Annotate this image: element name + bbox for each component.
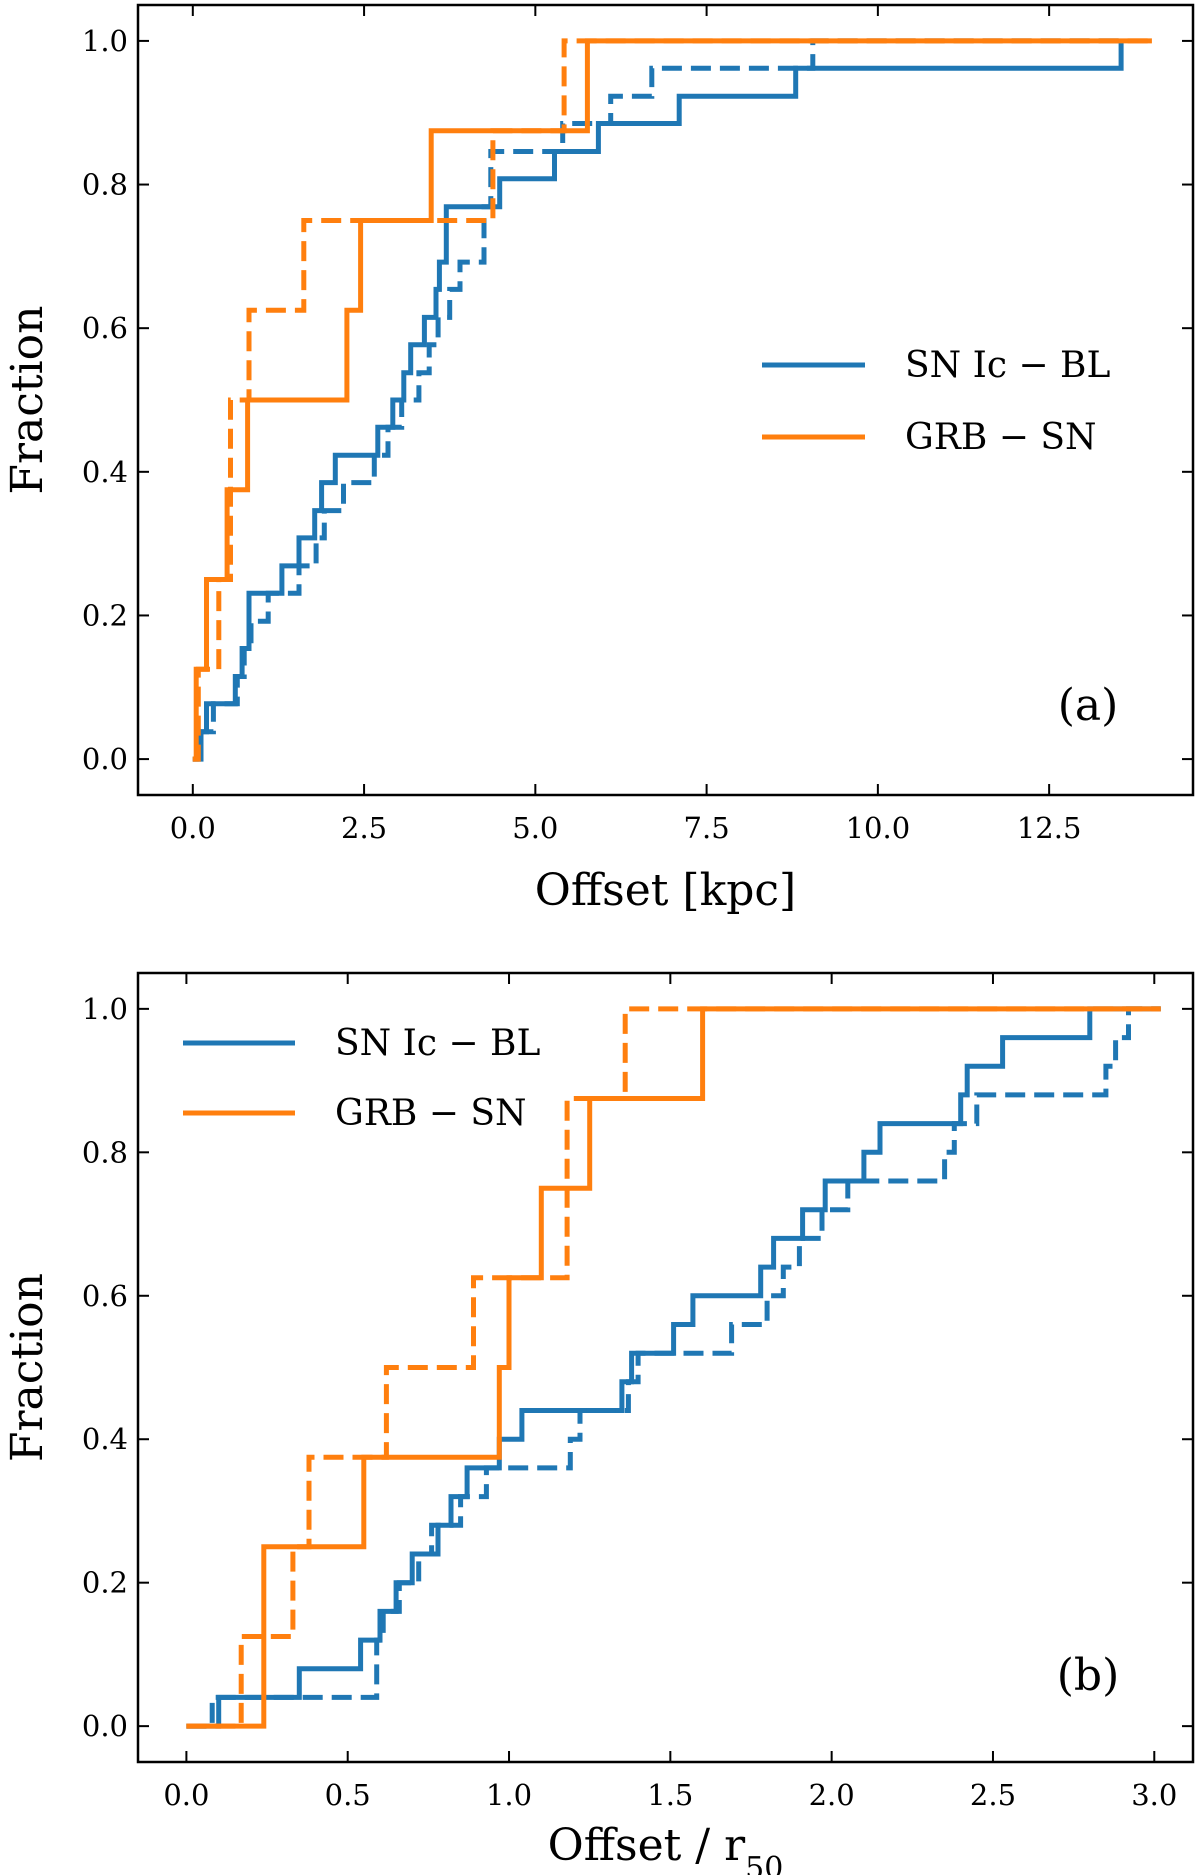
panel-label: (b): [1057, 1650, 1120, 1701]
x-axis-label: Offset / r50: [548, 1820, 784, 1875]
legend: SN Ic − BL GRB − SN: [762, 345, 1110, 458]
x-tick-label: 2.0: [809, 1778, 855, 1812]
y-tick-label: 0.4: [82, 1422, 128, 1456]
x-axis-label-subscript: 50: [745, 1851, 783, 1875]
x-tick-label: 10.0: [846, 811, 911, 845]
plot-frame: [136, 971, 1195, 1764]
x-tick-label: 2.5: [970, 1778, 1016, 1812]
series-grb-sn-dashed: [186, 1006, 1161, 1729]
y-tick-label: 0.2: [82, 598, 128, 632]
y-tick-label: 0.8: [82, 1135, 128, 1169]
chart-panel-b: 0.0 0.5 1.0 1.5 2.0 2.5 3.0 0.0 0.2 0.4 0.6 0.8 1.0 O…: [2, 971, 1195, 1875]
y-tick-label: 0.0: [82, 742, 128, 776]
x-tick-label: 7.5: [684, 811, 730, 845]
y-tick-label: 0.6: [82, 1279, 128, 1313]
y-tick-label: 1.0: [82, 24, 128, 58]
series-grb-sn-dashed: [192, 38, 1152, 762]
x-tick-label: 0.5: [325, 1778, 371, 1812]
x-tick-label: 0.0: [170, 811, 216, 845]
legend-label: GRB − SN: [905, 417, 1097, 458]
y-tick-label: 0.6: [82, 311, 128, 345]
series-grb-sn-solid: [192, 38, 1152, 762]
y-tick-label: 0.4: [82, 455, 128, 489]
series-grb-sn-solid: [186, 1006, 1161, 1729]
y-axis-label: Fraction: [2, 1273, 53, 1462]
x-tick-label: 12.5: [1017, 811, 1082, 845]
legend: SN Ic − BL GRB − SN: [183, 1023, 540, 1134]
legend-label: SN Ic − BL: [335, 1023, 540, 1064]
plot-frame: [136, 3, 1195, 797]
y-tick-label: 0.0: [82, 1709, 128, 1743]
legend-label: SN Ic − BL: [905, 345, 1110, 386]
y-tick-label: 0.2: [82, 1566, 128, 1600]
x-tick-label: 2.5: [341, 811, 387, 845]
x-tick-label: 1.5: [647, 1778, 693, 1812]
x-tick-label: 1.0: [486, 1778, 532, 1812]
series-sn-ic-bl-solid: [186, 1006, 1161, 1729]
x-tick-label: 3.0: [1131, 1778, 1177, 1812]
x-tick-label: 0.0: [163, 1778, 209, 1812]
y-tick-label: 1.0: [82, 992, 128, 1026]
legend-label: GRB − SN: [335, 1093, 527, 1134]
panel-label: (a): [1058, 680, 1119, 731]
x-axis-label: Offset [kpc]: [535, 865, 796, 916]
series-sn-ic-bl-dashed: [186, 1006, 1161, 1729]
y-axis-label: Fraction: [2, 305, 53, 494]
x-tick-label: 5.0: [512, 811, 558, 845]
series-sn-ic-bl-dashed: [192, 38, 1122, 762]
y-tick-label: 0.8: [82, 168, 128, 202]
chart-panel-a: 0.0 2.5 5.0 7.5 10.0 12.5 0.0 0.2 0.4 0.6 0.8 1.0 Of…: [2, 3, 1195, 916]
